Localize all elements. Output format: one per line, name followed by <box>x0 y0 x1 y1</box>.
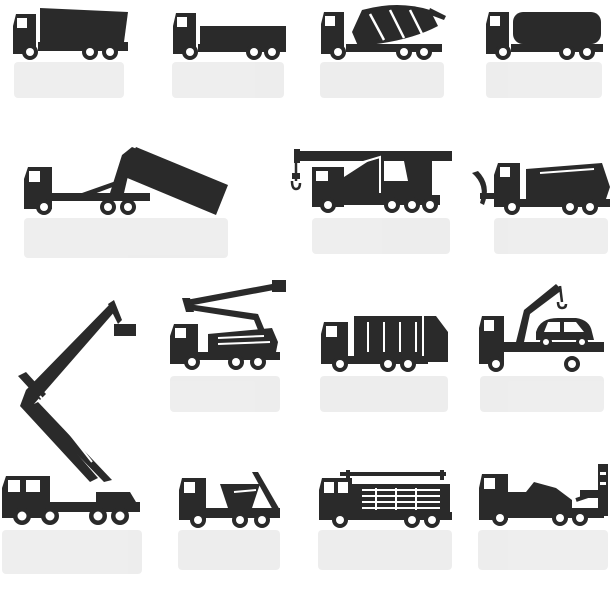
dump-truck-icon <box>13 8 128 60</box>
snow-plow-truck-icon <box>472 163 610 215</box>
tall-aerial-lift-truck-icon <box>2 300 140 525</box>
tow-truck-with-car-icon <box>479 284 604 372</box>
cement-mixer-truck-icon <box>321 5 446 60</box>
tanker-truck-icon <box>486 12 603 60</box>
container-dump-truck-icon <box>24 147 228 215</box>
fire-engine-icon <box>319 470 452 528</box>
wrecker-tow-truck-icon <box>479 464 608 526</box>
skip-loader-truck-icon <box>179 472 280 528</box>
garbage-truck-icon <box>321 316 448 372</box>
bucket-lift-truck-icon <box>170 280 286 370</box>
flatbed-truck-icon <box>173 13 286 60</box>
mobile-crane-truck-icon <box>290 149 452 213</box>
